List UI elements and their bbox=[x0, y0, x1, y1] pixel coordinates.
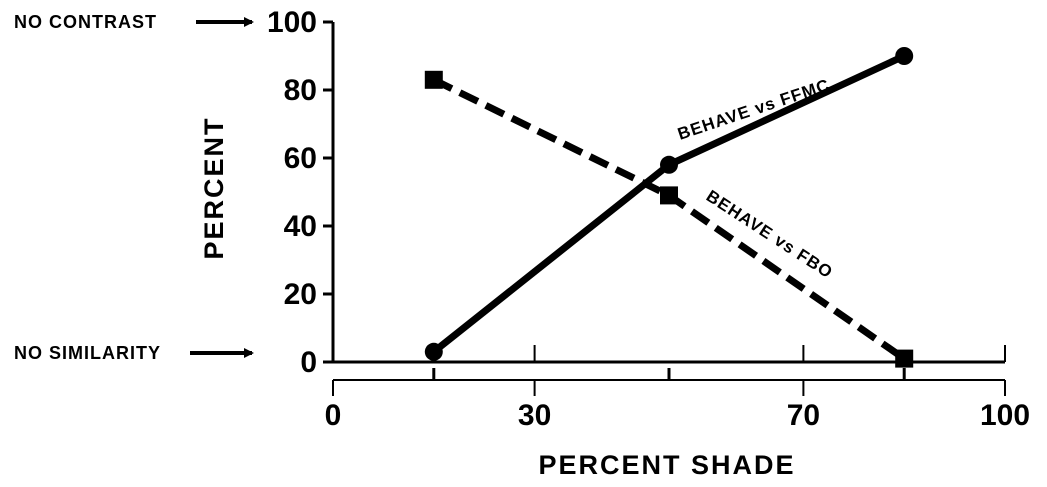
x-axis-title: PERCENT SHADE bbox=[538, 450, 795, 480]
y-tick-label: 20 bbox=[284, 278, 317, 311]
y-ticks: 0 20 40 60 80 100 bbox=[267, 6, 333, 379]
series-1-point bbox=[424, 70, 443, 89]
y-tick-label: 40 bbox=[284, 210, 317, 243]
y-axis-title: PERCENT bbox=[199, 116, 229, 259]
series-0-point bbox=[424, 342, 443, 361]
y-tick-label: 80 bbox=[284, 74, 317, 107]
series-line-1 bbox=[432, 76, 907, 362]
series-label-ffmc: BEHAVE vs FFMC bbox=[675, 75, 832, 144]
series-0-point bbox=[895, 47, 914, 65]
y-tick-label: 60 bbox=[284, 142, 317, 175]
x-ticks: 0 30 70 100 bbox=[325, 345, 1030, 432]
series-1-point bbox=[660, 186, 678, 205]
y-tick-label: 0 bbox=[300, 346, 317, 379]
x-tick-label: 100 bbox=[980, 399, 1030, 432]
y-tick-label: 100 bbox=[267, 6, 317, 39]
no-contrast-label: NO CONTRAST bbox=[14, 12, 157, 32]
x-tick-label: 0 bbox=[325, 399, 342, 432]
x-tick-label: 70 bbox=[787, 399, 820, 432]
series-markers bbox=[424, 47, 914, 368]
series-0-point bbox=[660, 155, 678, 174]
series-lines bbox=[431, 52, 907, 362]
x-tick-label: 30 bbox=[518, 399, 551, 432]
no-similarity-label: NO SIMILARITY bbox=[14, 343, 161, 363]
series-1-point bbox=[895, 349, 914, 368]
